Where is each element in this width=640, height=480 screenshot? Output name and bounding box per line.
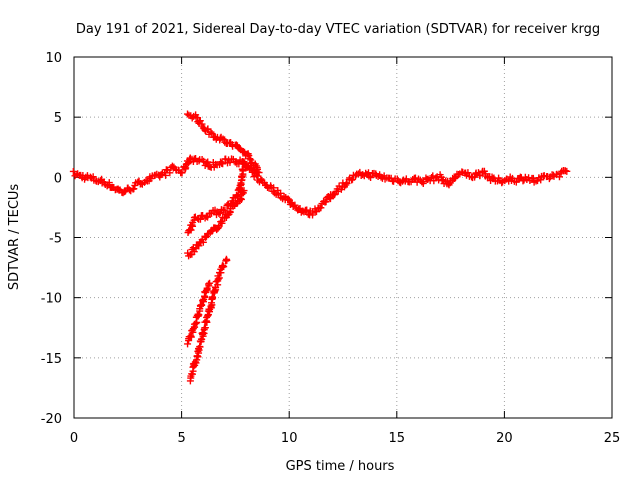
data-point [207, 128, 215, 136]
data-point [219, 262, 227, 270]
y-axis-title: SDTVAR / TECUs [7, 184, 22, 291]
data-point [204, 312, 212, 320]
y-tick-label: -20 [41, 412, 62, 427]
x-tick-label: 10 [281, 431, 298, 446]
data-point [537, 176, 545, 184]
data-point [245, 152, 253, 160]
x-axis-title: GPS time / hours [286, 459, 395, 474]
data-point [348, 175, 356, 183]
y-tick-label: 5 [54, 111, 62, 126]
data-point [105, 179, 113, 187]
data-point [411, 174, 419, 182]
data-point [257, 175, 265, 183]
data-point [204, 213, 212, 221]
data-point [512, 178, 520, 186]
data-point [199, 238, 207, 246]
data-point [192, 320, 200, 328]
data-point [223, 256, 231, 264]
grid-lines [74, 57, 612, 418]
y-tick-label: -15 [41, 352, 62, 367]
data-point [343, 179, 351, 187]
data-point [255, 169, 263, 177]
data-point [221, 206, 229, 214]
axis-ticks: 0 5 10 15 20 25 -20 -15 -10 -5 0 5 10 [41, 51, 621, 446]
data-point [420, 178, 428, 186]
data-point [215, 209, 223, 217]
y-tick-label: -10 [41, 292, 62, 307]
data-points [69, 110, 571, 385]
data-point [203, 285, 211, 293]
x-tick-label: 5 [177, 431, 185, 446]
data-point [184, 110, 192, 118]
data-point [195, 242, 203, 250]
data-point [206, 279, 214, 287]
x-tick-label: 15 [389, 431, 406, 446]
data-point [348, 176, 356, 184]
data-point [89, 173, 97, 181]
data-point [309, 209, 317, 217]
data-point [192, 359, 200, 367]
data-point [322, 198, 330, 206]
data-point [303, 206, 311, 214]
y-tick-label: -5 [49, 232, 62, 247]
data-point [185, 159, 193, 167]
data-point [178, 168, 186, 176]
data-point [196, 343, 204, 351]
data-point [204, 125, 212, 133]
data-point [184, 340, 192, 348]
data-point [270, 184, 278, 192]
x-tick-label: 0 [70, 431, 78, 446]
data-point [287, 199, 295, 207]
data-point [162, 171, 170, 179]
data-point [555, 173, 563, 181]
data-point [69, 167, 77, 175]
data-point [205, 280, 213, 288]
data-point [209, 294, 217, 302]
data-point [317, 204, 325, 212]
data-point [240, 158, 248, 166]
data-point [365, 172, 373, 180]
y-tick-label: 0 [54, 171, 62, 186]
data-point [246, 155, 254, 163]
data-point [184, 160, 192, 168]
chart-title: Day 191 of 2021, Sidereal Day-to-day VTE… [76, 22, 600, 37]
data-point [208, 130, 216, 138]
y-tick-label: 10 [45, 51, 62, 66]
data-point [220, 263, 228, 271]
data-point [284, 195, 292, 203]
data-point [519, 177, 527, 185]
data-point [464, 169, 472, 177]
data-point [238, 173, 246, 181]
data-point [219, 160, 227, 168]
data-point [166, 169, 174, 177]
data-point [125, 186, 133, 194]
x-tick-label: 20 [496, 431, 513, 446]
data-point [563, 167, 571, 175]
data-point [196, 215, 204, 223]
data-point [471, 173, 479, 181]
data-point [137, 180, 145, 188]
data-point [240, 187, 248, 195]
data-point [130, 185, 138, 193]
data-point [377, 173, 385, 181]
data-point [195, 311, 203, 319]
data-point [367, 174, 375, 182]
data-point [187, 333, 195, 341]
data-point [202, 233, 210, 241]
x-tick-label: 25 [604, 431, 621, 446]
